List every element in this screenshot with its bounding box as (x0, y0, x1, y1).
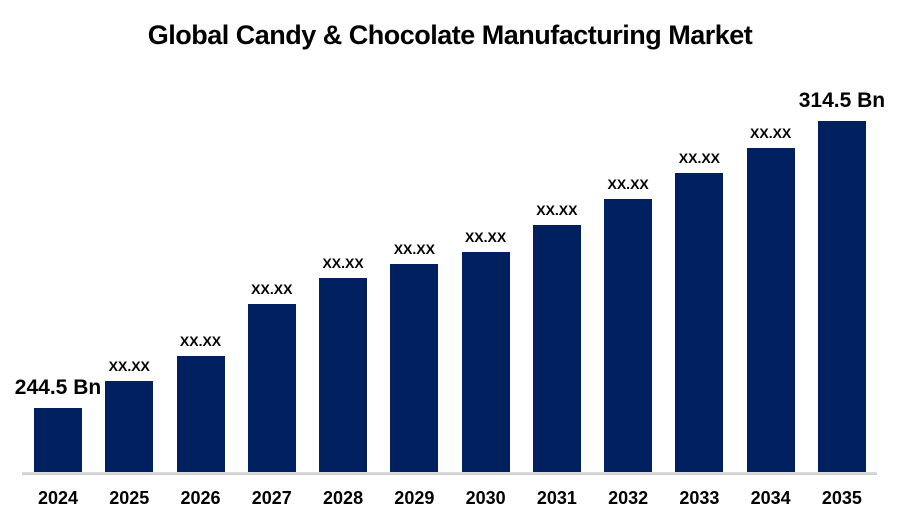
value-label-2030: XX.XX (464, 229, 507, 245)
x-tick-2031: 2031 (536, 488, 577, 508)
value-label-2024: 244.5 Bn (14, 376, 102, 399)
x-tick-2034: 2034 (750, 488, 791, 508)
bar-2024: 244.5 Bn 2024 (15, 377, 101, 507)
x-axis-line (22, 472, 877, 475)
x-tick-2027: 2027 (251, 488, 292, 508)
plot-area: 244.5 Bn 2024 XX.XX 2025 XX.XX 2026 XX.XX 2027 X… (15, 0, 885, 507)
x-tick-2026: 2026 (180, 488, 221, 508)
value-label-2034: XX.XX (750, 125, 792, 141)
value-label-2032: XX.XX (607, 176, 649, 192)
value-label-2029: XX.XX (393, 241, 435, 257)
value-label-2025: XX.XX (108, 358, 150, 374)
x-tick-2029: 2029 (394, 488, 435, 508)
bar-2026: XX.XX 2026 (176, 334, 225, 507)
value-label-2027: XX.XX (251, 281, 293, 297)
chart-title: Global Candy & Chocolate Manufacturing M… (147, 20, 753, 50)
x-tick-2030: 2030 (465, 488, 506, 508)
bar-2029: XX.XX 2029 (390, 242, 439, 507)
bar-2030: XX.XX 2030 (461, 230, 510, 507)
value-label-2031: XX.XX (536, 202, 578, 218)
x-tick-2025: 2025 (109, 488, 150, 508)
x-tick-2035: 2035 (821, 488, 862, 508)
value-label-2035: 314.5 Bn (798, 89, 886, 112)
bar-2025: XX.XX 2025 (105, 359, 154, 507)
bar-2034: XX.XX 2034 (746, 126, 795, 507)
bar-2028: XX.XX 2028 (319, 256, 368, 507)
bar-2032: XX.XX 2032 (604, 177, 653, 507)
x-tick-2028: 2028 (323, 488, 364, 508)
x-tick-2032: 2032 (608, 488, 649, 508)
x-tick-2033: 2033 (679, 488, 720, 508)
x-tick-2024: 2024 (37, 488, 79, 508)
bar-2027: XX.XX 2027 (247, 282, 296, 507)
bar-2035: 314.5 Bn 2035 (799, 90, 885, 507)
value-label-2033: XX.XX (678, 150, 721, 166)
bar-2031: XX.XX 2031 (532, 203, 581, 507)
bar-2033: XX.XX 2033 (675, 151, 724, 507)
value-label-2028: XX.XX (322, 255, 364, 271)
value-label-2026: XX.XX (179, 333, 222, 349)
